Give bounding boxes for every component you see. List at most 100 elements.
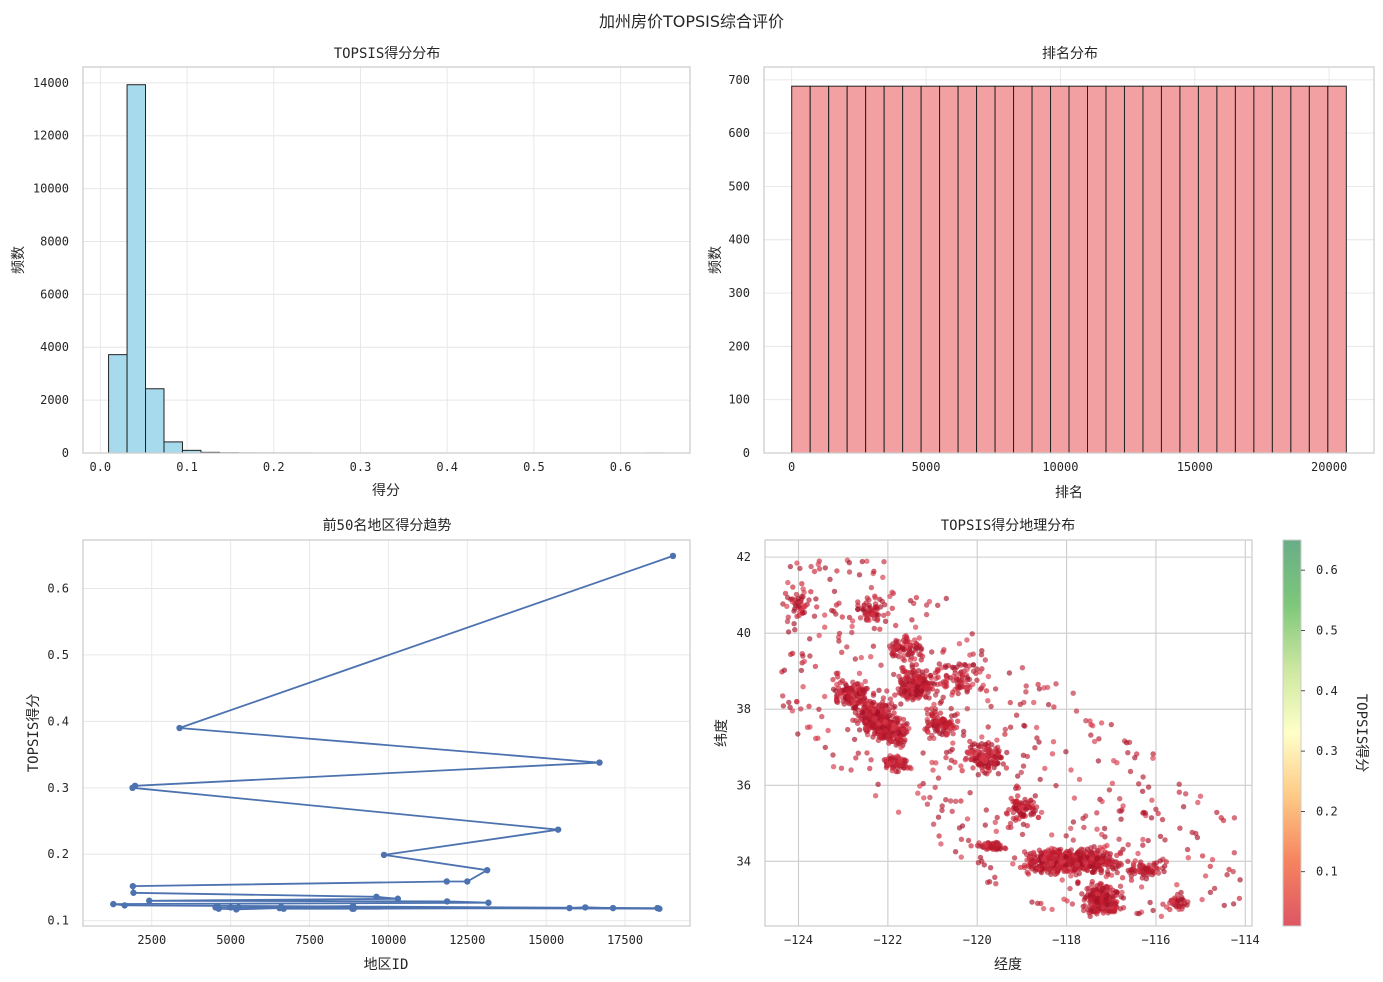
geo-point: [938, 841, 944, 847]
geo-point: [1036, 739, 1042, 745]
geo-point: [1051, 846, 1057, 852]
geo-point: [1105, 885, 1111, 891]
geo-point: [1020, 821, 1027, 827]
geo-point: [850, 717, 856, 723]
geo-point: [1117, 849, 1124, 855]
geo-point: [1037, 776, 1043, 783]
geo-point: [898, 744, 904, 750]
geo-point: [982, 657, 988, 663]
geo-point: [1007, 724, 1014, 730]
trend-marker: [121, 902, 128, 909]
geo-point: [1030, 849, 1037, 856]
geo-point: [890, 641, 896, 647]
geo-point: [1116, 808, 1122, 814]
geo-point: [909, 664, 915, 670]
geo-point: [1033, 724, 1040, 731]
p1-xtick-label: 0.0: [89, 460, 111, 474]
geo-point: [866, 711, 872, 717]
geo-point: [1170, 899, 1176, 905]
geo-point: [830, 764, 837, 770]
geo-point: [1004, 811, 1010, 817]
geo-point: [923, 611, 930, 618]
geo-point: [1145, 784, 1152, 790]
rank-bar: [1013, 85, 1033, 454]
geo-point: [956, 825, 963, 831]
p1-ytick-label: 14000: [33, 76, 69, 90]
geo-point: [846, 694, 852, 700]
p2-ytick-label: 300: [728, 286, 750, 300]
geo-point: [980, 682, 986, 688]
geo-point: [845, 726, 851, 733]
geo-point: [1236, 895, 1243, 902]
geo-point: [982, 822, 988, 828]
geo-point: [1021, 812, 1027, 818]
geo-point: [872, 793, 879, 799]
geo-point: [900, 761, 906, 768]
geo-point: [1148, 815, 1155, 821]
rank-bar: [791, 85, 811, 454]
geo-point: [891, 710, 897, 716]
geo-point: [855, 750, 861, 756]
geo-point: [985, 673, 992, 680]
colorbar: [1282, 539, 1302, 927]
geo-point: [901, 657, 908, 664]
geo-point: [875, 711, 881, 717]
geo-point: [943, 749, 950, 756]
geo-point: [970, 668, 977, 674]
rank-xlabel: 排名: [1055, 485, 1083, 501]
rank-bar: [976, 85, 996, 454]
geo-point: [877, 626, 883, 632]
geo-point: [1032, 745, 1038, 751]
geo-point: [1099, 886, 1106, 892]
geo-point: [1094, 911, 1100, 917]
geo-point: [1140, 870, 1147, 876]
geo-point: [896, 690, 902, 696]
geo-point: [944, 730, 950, 737]
geo-point: [947, 725, 954, 731]
geo-point: [1140, 774, 1146, 780]
geo-point: [1064, 868, 1071, 875]
p3-xtick-label: 2500: [137, 933, 166, 947]
rank-bar: [994, 85, 1015, 454]
geo-point: [798, 667, 805, 674]
geo-point: [920, 682, 927, 689]
geo-point: [1149, 797, 1155, 803]
geo-point: [893, 622, 899, 629]
geo-point: [1138, 884, 1145, 890]
geo-point: [964, 637, 970, 643]
hist-frame: [82, 66, 691, 454]
geo-point: [1070, 690, 1076, 696]
colorbar-tick-label: 0.4: [1316, 684, 1338, 698]
geo-point: [994, 814, 1000, 821]
p4-ytick-label: 40: [737, 626, 751, 640]
geo-point: [1012, 817, 1019, 823]
geo-point: [1184, 846, 1191, 853]
geo-point: [1158, 913, 1165, 919]
trend-marker: [373, 893, 380, 900]
geo-point: [934, 726, 940, 733]
geo-point: [964, 706, 970, 712]
geo-point: [864, 685, 870, 692]
geo-point: [882, 757, 889, 763]
p1-xtick-label: 0.4: [436, 460, 458, 474]
geo-point: [1049, 751, 1056, 757]
geo-point: [1070, 837, 1077, 843]
geo-point: [1176, 781, 1182, 787]
geo-point: [1178, 889, 1184, 896]
geo-point: [924, 706, 930, 712]
geo-point: [1202, 873, 1209, 879]
geo-point: [849, 629, 855, 636]
geo-point: [1010, 809, 1017, 816]
geo-point: [969, 631, 975, 637]
geo-point: [949, 664, 956, 670]
geo-point: [1091, 738, 1098, 745]
geo-point: [862, 610, 868, 616]
geo-point: [1128, 867, 1134, 873]
geo-point: [822, 693, 828, 700]
geo-point: [1120, 803, 1126, 809]
geo-point: [994, 737, 1000, 743]
geo-point: [1195, 799, 1201, 806]
hist-bar: [145, 388, 165, 454]
geo-point: [1118, 816, 1124, 822]
trend-marker: [350, 905, 357, 912]
